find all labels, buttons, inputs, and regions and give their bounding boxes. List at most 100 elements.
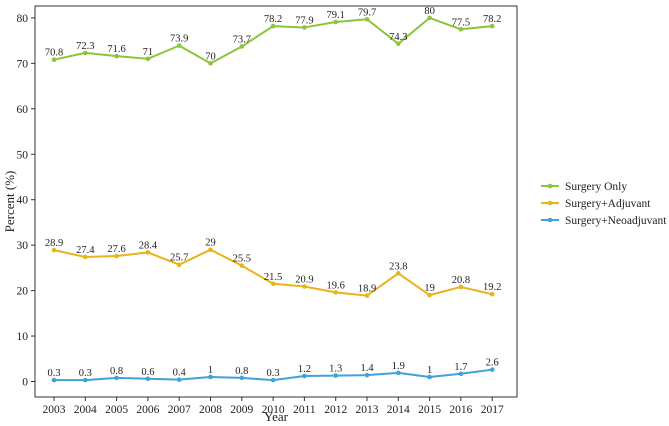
x-tick-label: 2004 xyxy=(74,404,97,416)
plot-border xyxy=(34,5,518,398)
x-tick-label: 2017 xyxy=(481,404,504,416)
data-point xyxy=(302,373,307,379)
data-label: 73.9 xyxy=(170,34,188,45)
data-point xyxy=(427,292,432,298)
data-label: 72.3 xyxy=(76,41,94,52)
data-point xyxy=(208,247,213,252)
series-layer: 70.8 72.3 71.6 71 73.9 70 73.7 78.2 77.9 79.1 79.7… xyxy=(45,6,501,383)
data-label: 23.8 xyxy=(389,261,407,272)
x-tick-label: 2011 xyxy=(293,404,316,416)
data-point xyxy=(176,377,182,382)
legend-label: Surgery+Adjuvant xyxy=(565,198,651,210)
data-point xyxy=(396,271,401,276)
data-label: 27.6 xyxy=(107,244,125,255)
data-point xyxy=(458,284,464,290)
data-label: 1.4 xyxy=(360,363,374,374)
data-point xyxy=(364,372,370,378)
x-tick-label: 2007 xyxy=(168,404,191,416)
data-label: 28.4 xyxy=(139,240,158,251)
plot-panel xyxy=(34,5,518,398)
legend-label: Surgery+Neoadjuvant xyxy=(565,215,667,227)
data-point xyxy=(239,44,245,49)
series-1: 28.9 27.4 27.6 28.4 25.7 29 25.5 21.5 20.9 19.6 18… xyxy=(45,238,501,298)
x-tick-label: 2008 xyxy=(199,404,222,416)
data-point xyxy=(364,293,370,298)
y-tick-label: 50 xyxy=(17,149,29,161)
data-label: 27.4 xyxy=(76,245,95,256)
series-0: 70.8 72.3 71.6 71 73.9 70 73.7 78.2 77.9 79.1 79.7… xyxy=(45,6,501,66)
legend-key-point xyxy=(547,183,553,189)
data-point xyxy=(176,262,182,267)
data-label: 1 xyxy=(208,365,213,376)
y-tick-label: 70 xyxy=(17,58,29,70)
data-label: 28.9 xyxy=(45,238,63,249)
x-tick-label: 2012 xyxy=(324,404,347,416)
data-point xyxy=(427,374,432,380)
data-point xyxy=(51,57,57,63)
data-label: 19.6 xyxy=(327,280,345,291)
data-point xyxy=(489,291,495,297)
data-label: 2.6 xyxy=(486,358,499,369)
data-point xyxy=(427,15,432,21)
y-tick-label: 30 xyxy=(17,240,29,252)
legend-item: Surgery+Adjuvant xyxy=(541,198,651,210)
data-point xyxy=(270,23,276,29)
data-point xyxy=(458,26,464,32)
data-point xyxy=(396,370,401,376)
data-point xyxy=(489,23,495,29)
data-label: 1.3 xyxy=(329,364,342,375)
data-point xyxy=(145,376,151,382)
data-label: 0.8 xyxy=(235,366,248,377)
data-point xyxy=(83,377,88,383)
data-label: 25.7 xyxy=(170,253,188,264)
legend-item: Surgery+Neoadjuvant xyxy=(541,215,667,227)
data-point xyxy=(83,254,88,260)
data-label: 70.8 xyxy=(45,48,63,59)
data-point xyxy=(458,371,464,377)
x-tick-label: 2013 xyxy=(356,404,379,416)
data-point xyxy=(270,377,276,383)
data-point xyxy=(145,56,151,62)
series-2: 0.3 0.3 0.8 0.6 0.4 1 0.8 0.3 1.2 1.3 1.4 1.9 1 1.7 2.… xyxy=(47,358,499,383)
data-label: 78.2 xyxy=(483,14,501,25)
data-point xyxy=(51,247,57,253)
legend-key-point xyxy=(547,217,553,223)
data-point xyxy=(83,50,88,56)
x-tick-label: 2010 xyxy=(262,404,285,416)
data-point xyxy=(333,19,339,25)
data-point xyxy=(364,16,370,22)
y-axis-title: Percent (%) xyxy=(2,171,17,233)
data-point xyxy=(208,61,213,66)
x-tick-label: 2014 xyxy=(387,404,410,416)
y-tick-label: 80 xyxy=(17,13,29,25)
data-point xyxy=(239,375,245,381)
data-label: 20.8 xyxy=(452,275,470,286)
data-label: 79.7 xyxy=(358,7,376,18)
data-label: 74.3 xyxy=(389,32,407,43)
x-tick-label: 2003 xyxy=(43,404,66,416)
data-point xyxy=(302,284,307,289)
data-label: 1.9 xyxy=(392,361,405,372)
data-point xyxy=(270,281,276,287)
data-point xyxy=(396,41,401,47)
data-label: 0.3 xyxy=(47,368,60,379)
x-tick-label: 2016 xyxy=(449,404,472,416)
data-label: 21.5 xyxy=(264,272,282,283)
data-label: 71.6 xyxy=(107,44,125,55)
x-axis: 2003 2004 2005 2006 2007 2008 2009 2010 2011 2012… xyxy=(43,397,504,416)
data-label: 78.2 xyxy=(264,14,282,25)
data-point xyxy=(176,43,182,48)
legend: Surgery Only Surgery+Adjuvant Surgery+Neoa… xyxy=(541,181,667,227)
y-tick-label: 10 xyxy=(17,331,29,343)
legend-item: Surgery Only xyxy=(541,181,627,193)
data-label: 19.2 xyxy=(483,282,501,293)
x-tick-label: 2015 xyxy=(418,404,441,416)
data-label: 29 xyxy=(205,238,216,249)
legend-key-point xyxy=(547,200,553,206)
y-tick-label: 20 xyxy=(17,286,29,298)
data-label: 0.3 xyxy=(79,368,92,379)
data-label: 0.6 xyxy=(141,367,154,378)
data-point xyxy=(114,53,119,59)
data-label: 0.3 xyxy=(267,368,280,379)
